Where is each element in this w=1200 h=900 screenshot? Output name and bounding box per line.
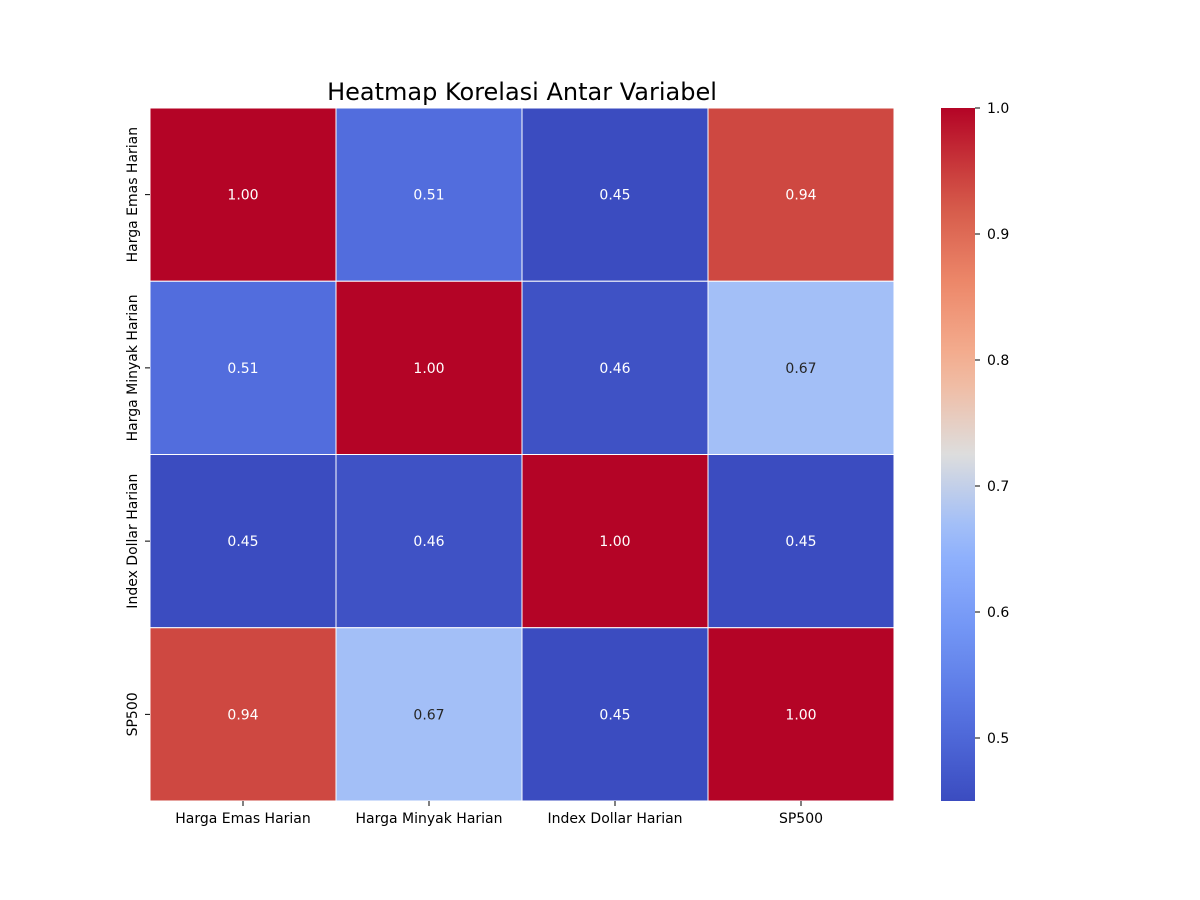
heatmap-cell [521, 280, 709, 455]
chart-title: Heatmap Korelasi Antar Variabel [327, 78, 717, 106]
heatmap-cell [707, 454, 895, 629]
y-axis: Harga Emas Harian Harga Minyak Harian Inde… [125, 127, 150, 736]
x-tick-label: Index Dollar Harian [547, 811, 682, 827]
cell-value-label: 1.00 [227, 188, 258, 204]
cell-value-label: 0.67 [413, 707, 444, 723]
heatmap-cells: 1.00 0.51 0.45 0.94 0.51 1.00 0.46 0.67 0.45 0.46… [149, 107, 895, 802]
heatmap-cell [335, 280, 523, 455]
colorbar-tick-label: 0.5 [987, 731, 1009, 747]
x-axis: Harga Emas Harian Harga Minyak Harian Inde… [175, 801, 823, 827]
y-tick-label: SP500 [125, 692, 141, 736]
colorbar-tick-label: 0.6 [987, 605, 1009, 621]
heatmap-cell [707, 627, 895, 802]
cell-value-label: 0.51 [227, 361, 258, 377]
cell-value-label: 0.45 [785, 534, 816, 550]
heatmap-cell [707, 107, 895, 282]
heatmap-cell [335, 107, 523, 282]
heatmap-cell [335, 454, 523, 629]
colorbar: 0.5 0.6 0.7 0.8 0.9 1.0 [941, 101, 1009, 801]
y-tick-label: Harga Minyak Harian [125, 294, 141, 441]
x-tick-label: Harga Minyak Harian [356, 811, 503, 827]
cell-value-label: 0.46 [599, 361, 630, 377]
heatmap-cell [149, 627, 337, 802]
cell-value-label: 1.00 [599, 534, 630, 550]
heatmap-cell [521, 627, 709, 802]
heatmap-cell [521, 107, 709, 282]
cell-value-label: 0.45 [227, 534, 258, 550]
cell-value-label: 0.45 [599, 188, 630, 204]
colorbar-tick-label: 0.9 [987, 227, 1009, 243]
heatmap-cell [707, 280, 895, 455]
x-tick-label: SP500 [779, 811, 823, 827]
cell-value-label: 0.45 [599, 707, 630, 723]
x-tick-label: Harga Emas Harian [175, 811, 311, 827]
cell-value-label: 0.94 [785, 188, 816, 204]
cell-value-label: 1.00 [785, 707, 816, 723]
heatmap-cell [149, 280, 337, 455]
colorbar-tick-label: 1.0 [987, 101, 1009, 117]
heatmap-cell [149, 107, 337, 282]
y-tick-label: Index Dollar Harian [125, 474, 141, 609]
cell-value-label: 0.67 [785, 361, 816, 377]
colorbar-tick-label: 0.8 [987, 353, 1009, 369]
cell-value-label: 0.46 [413, 534, 444, 550]
cell-value-label: 0.94 [227, 707, 258, 723]
cell-value-label: 1.00 [413, 361, 444, 377]
colorbar-tick-label: 0.7 [987, 479, 1009, 495]
colorbar-gradient [941, 108, 975, 801]
heatmap-cell [335, 627, 523, 802]
y-tick-label: Harga Emas Harian [125, 127, 141, 263]
cell-value-label: 0.51 [413, 188, 444, 204]
